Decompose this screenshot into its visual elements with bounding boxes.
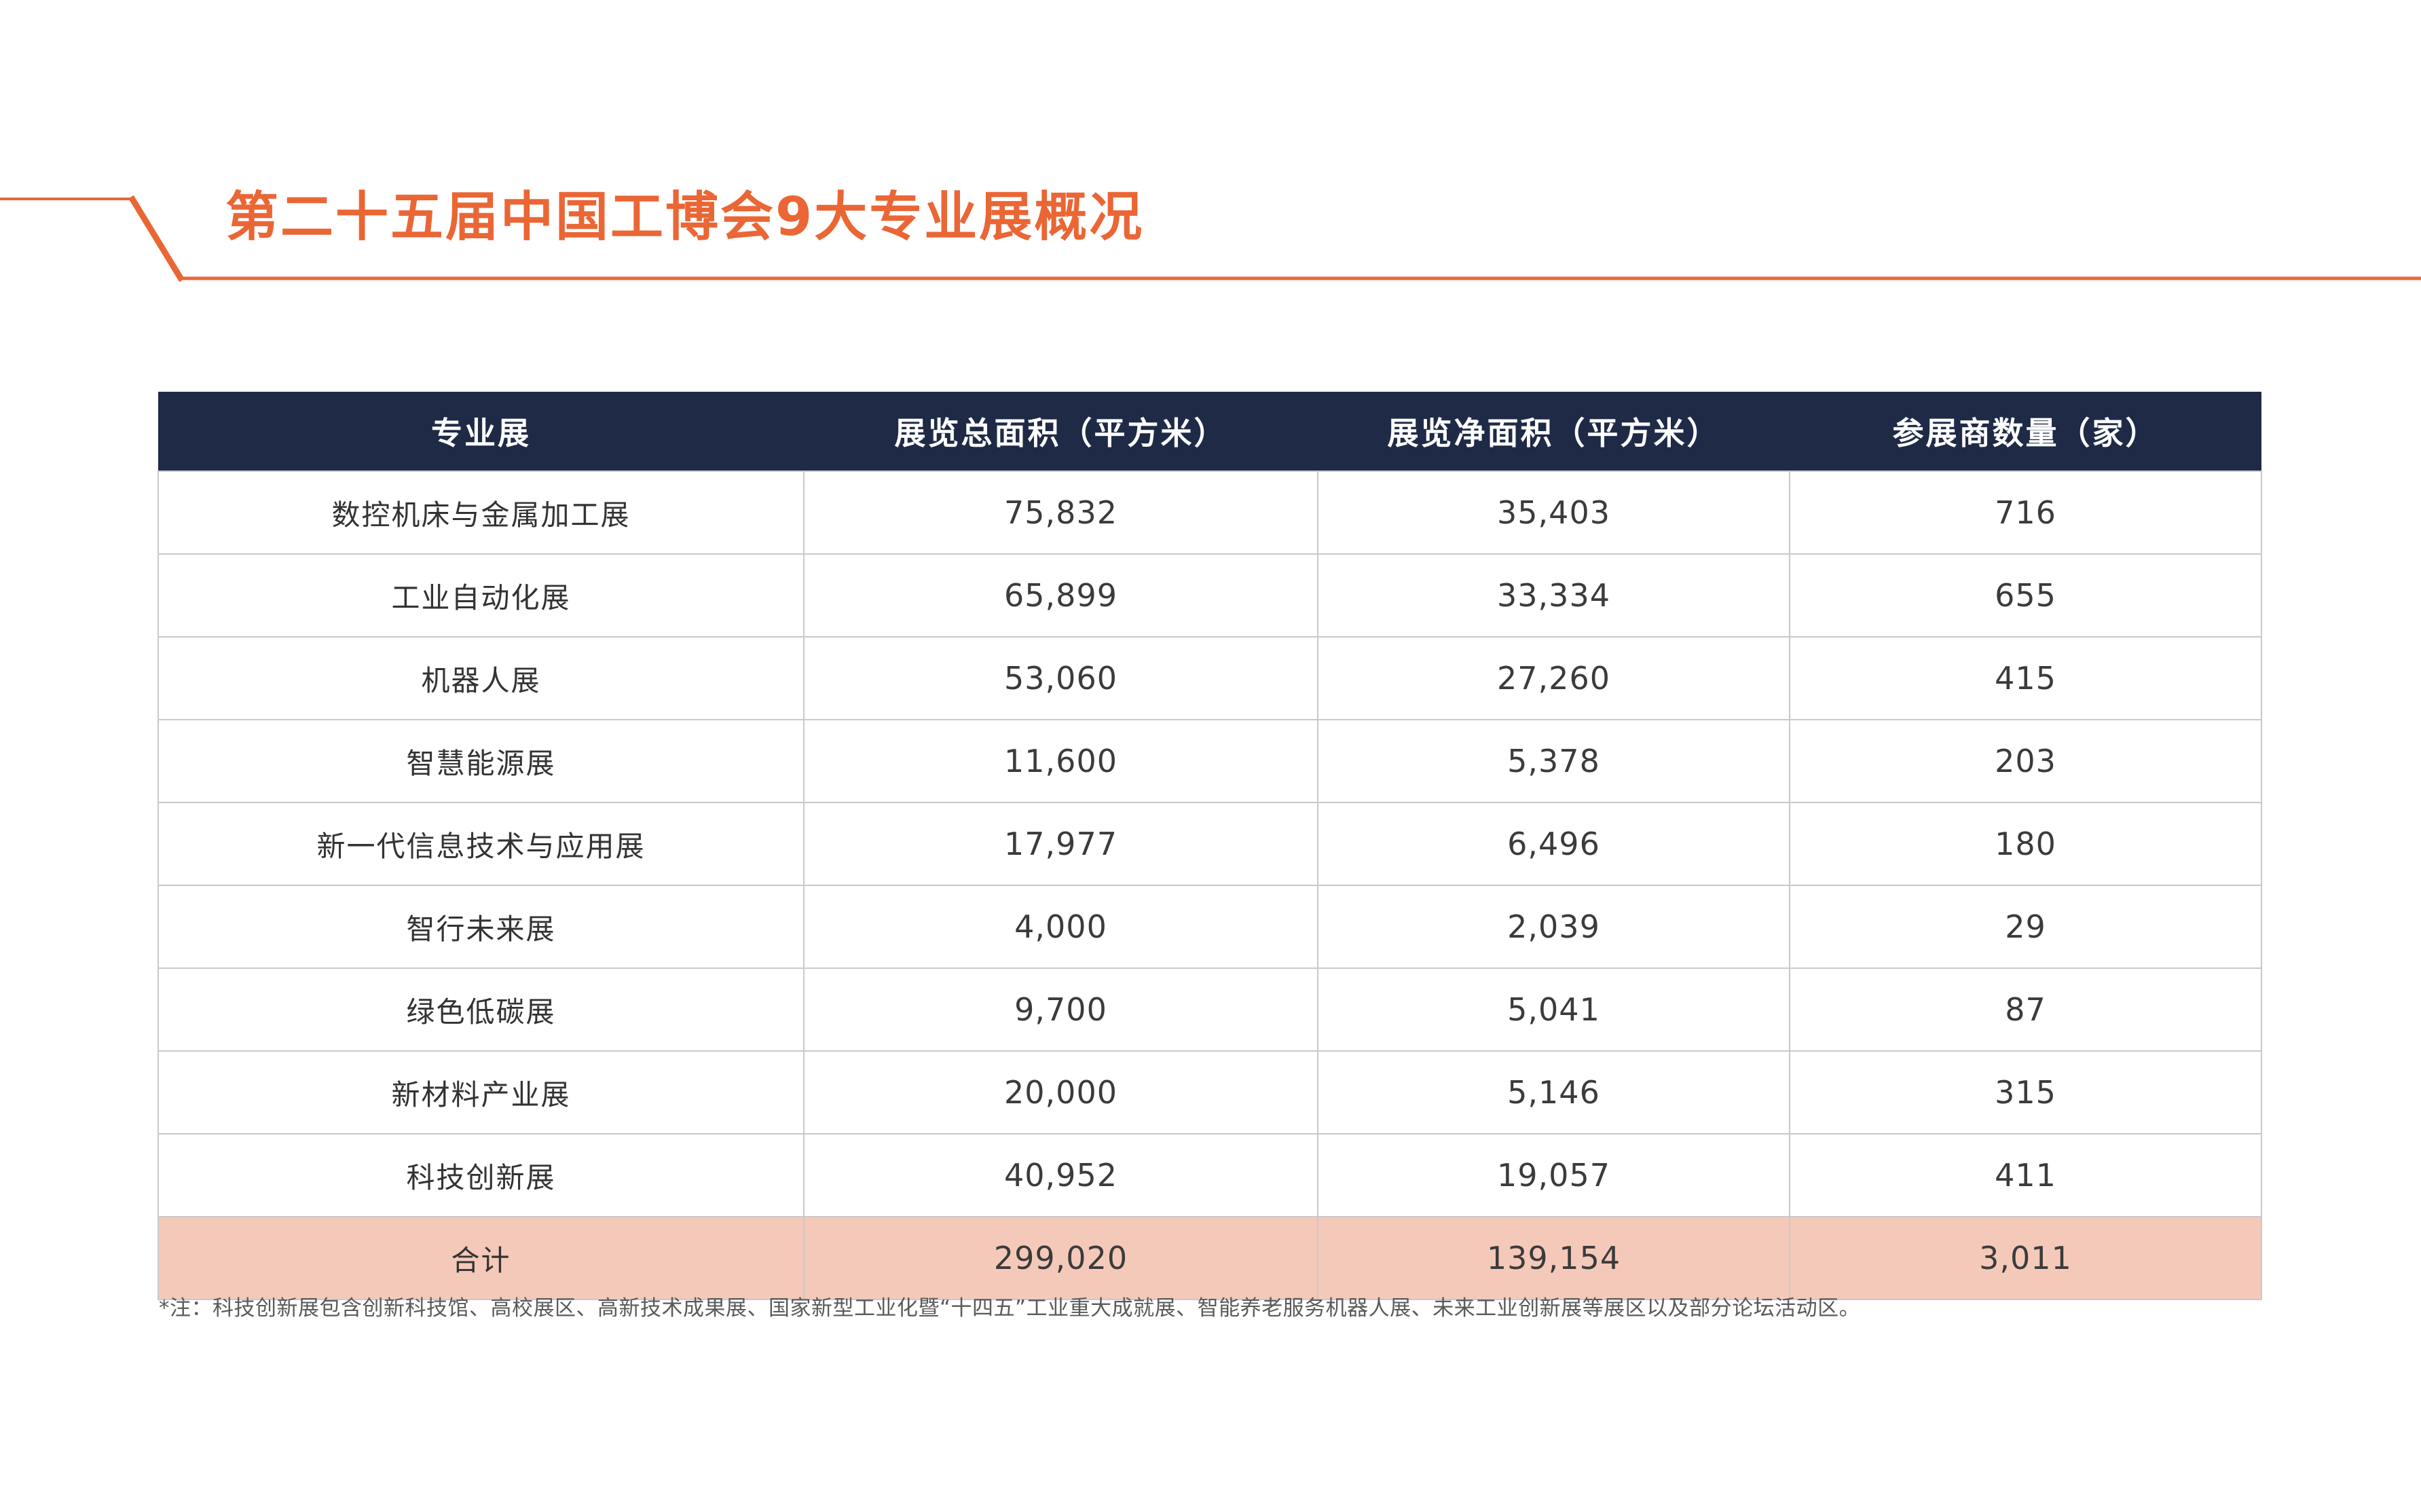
exhibition-overview-table: 专业展 展览总面积（平方米） 展览净面积（平方米） 参展商数量（家） 数控机床与… — [158, 392, 2262, 1300]
header-row: 专业展 展览总面积（平方米） 展览净面积（平方米） 参展商数量（家） — [158, 392, 2261, 471]
footnote: *注：科技创新展包含创新科技馆、高校展区、高新技术成果展、国家新型工业化暨“十四… — [159, 1296, 1861, 1321]
exhibition-name-cell: 新材料产业展 — [158, 1050, 805, 1135]
col-header-net-area: 展览净面积（平方米） — [1318, 392, 1790, 471]
exhibitors-cell: 203 — [1789, 719, 2262, 803]
col-header-gross-area: 展览总面积（平方米） — [804, 392, 1318, 471]
table-row: 智行未来展 4,000 2,039 29 — [158, 885, 2262, 969]
total-label: 合计 — [158, 1216, 805, 1300]
table-row: 绿色低碳展 9,700 5,041 87 — [158, 967, 2262, 1052]
exhibitors-cell: 655 — [1789, 553, 2262, 638]
table-row: 智慧能源展 11,600 5,378 203 — [158, 719, 2262, 803]
exhibitors-cell: 180 — [1789, 802, 2262, 886]
exhibition-name-cell: 机器人展 — [158, 636, 805, 720]
total-gross-area: 299,020 — [803, 1216, 1318, 1300]
gross-area-cell: 4,000 — [803, 885, 1318, 969]
exhibitors-cell: 415 — [1789, 636, 2262, 720]
exhibitors-cell: 29 — [1789, 885, 2262, 969]
gross-area-cell: 40,952 — [803, 1133, 1318, 1217]
net-area-cell: 19,057 — [1317, 1133, 1790, 1217]
exhibitors-cell: 411 — [1789, 1133, 2262, 1217]
page-title: 第二十五届中国工博会9大专业展概况 — [225, 187, 1145, 248]
gross-area-cell: 75,832 — [803, 471, 1318, 555]
exhibition-name-cell: 数控机床与金属加工展 — [158, 471, 805, 555]
table-header: 专业展 展览总面积（平方米） 展览净面积（平方米） 参展商数量（家） — [158, 392, 2261, 471]
exhibition-name-cell: 新一代信息技术与应用展 — [158, 802, 805, 886]
col-header-exhibitors: 参展商数量（家） — [1790, 392, 2261, 471]
gross-area-cell: 17,977 — [803, 802, 1318, 886]
total-exhibitors: 3,011 — [1789, 1216, 2262, 1300]
table-row: 新材料产业展 20,000 5,146 315 — [158, 1050, 2262, 1135]
net-area-cell: 27,260 — [1317, 636, 1790, 720]
table-row: 新一代信息技术与应用展 17,977 6,496 180 — [158, 802, 2262, 886]
table-row: 机器人展 53,060 27,260 415 — [158, 636, 2262, 720]
total-row: 合计 299,020 139,154 3,011 — [158, 1216, 2262, 1300]
col-header-exhibition: 专业展 — [158, 392, 804, 471]
net-area-cell: 33,334 — [1317, 553, 1790, 638]
table-row: 科技创新展 40,952 19,057 411 — [158, 1133, 2262, 1217]
net-area-cell: 5,146 — [1317, 1050, 1790, 1135]
table-body: 数控机床与金属加工展 75,832 35,403 716 工业自动化展 65,899 33,… — [158, 471, 2262, 1217]
gross-area-cell: 9,700 — [803, 967, 1318, 1052]
net-area-cell: 5,378 — [1317, 719, 1790, 803]
net-area-cell: 35,403 — [1317, 471, 1790, 555]
net-area-cell: 5,041 — [1317, 967, 1790, 1052]
exhibition-name-cell: 绿色低碳展 — [158, 967, 805, 1052]
gross-area-cell: 53,060 — [803, 636, 1318, 720]
net-area-cell: 2,039 — [1317, 885, 1790, 969]
exhibitors-cell: 716 — [1789, 471, 2262, 555]
title-decoration-line — [0, 195, 2421, 282]
gross-area-cell: 11,600 — [803, 719, 1318, 803]
total-net-area: 139,154 — [1317, 1216, 1790, 1300]
gross-area-cell: 65,899 — [803, 553, 1318, 638]
exhibition-name-cell: 科技创新展 — [158, 1133, 805, 1217]
exhibition-name-cell: 智行未来展 — [158, 885, 805, 969]
table-row: 数控机床与金属加工展 75,832 35,403 716 — [158, 471, 2262, 555]
table-footer: 合计 299,020 139,154 3,011 — [158, 1216, 2262, 1300]
net-area-cell: 6,496 — [1317, 802, 1790, 886]
gross-area-cell: 20,000 — [803, 1050, 1318, 1135]
exhibition-name-cell: 工业自动化展 — [158, 553, 805, 638]
exhibitors-cell: 87 — [1789, 967, 2262, 1052]
table-row: 工业自动化展 65,899 33,334 655 — [158, 553, 2262, 638]
exhibitors-cell: 315 — [1789, 1050, 2262, 1135]
exhibition-name-cell: 智慧能源展 — [158, 719, 805, 803]
